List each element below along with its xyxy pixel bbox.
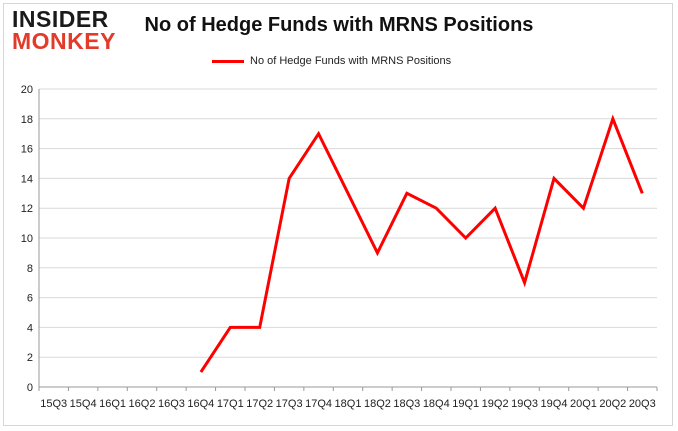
x-tick-label-17Q2: 17Q2 [246,398,273,410]
x-tick-label-20Q3: 20Q3 [629,398,656,410]
data-point-18Q4 [434,206,438,210]
y-tick-label-12: 12 [21,203,33,215]
y-tick-label-2: 2 [27,352,33,364]
chart-legend: No of Hedge Funds with MRNS Positions [212,53,451,69]
x-tick-label-17Q4: 17Q4 [305,398,332,410]
insider-monkey-logo: INSIDER MONKEY [12,8,124,54]
data-point-20Q2 [611,117,615,121]
legend-swatch [212,59,244,63]
x-tick-label-18Q1: 18Q1 [335,398,362,410]
data-point-19Q3 [523,281,527,285]
grid-layer [39,88,657,388]
data-point-19Q4 [552,176,556,180]
x-tick-label-16Q1: 16Q1 [99,398,126,410]
chart-title: No of Hedge Funds with MRNS Positions [144,14,534,36]
data-point-16Q4 [199,370,203,374]
data-point-20Q3 [640,191,644,195]
legend-label: No of Hedge Funds with MRNS Positions [250,55,452,67]
x-tick-label-15Q3: 15Q3 [40,398,67,410]
data-point-18Q2 [375,251,379,255]
y-tick-label-0: 0 [27,382,33,394]
data-point-19Q2 [493,206,497,210]
data-point-18Q3 [405,191,409,195]
data-point-17Q4 [317,132,321,136]
x-tick-label-17Q1: 17Q1 [217,398,244,410]
x-tick-label-16Q2: 16Q2 [129,398,156,410]
x-tick-label-18Q2: 18Q2 [364,398,391,410]
series-line-0 [199,114,644,373]
axis-layer [38,89,658,391]
y-tick-label-10: 10 [21,233,33,245]
series-layer [199,114,644,374]
x-tick-label-18Q4: 18Q4 [423,398,450,410]
x-tick-label-20Q2: 20Q2 [599,398,626,410]
x-tick-label-19Q2: 19Q2 [482,398,509,410]
data-point-17Q1 [228,325,232,329]
logo-line-1: INSIDER [12,6,109,32]
x-tick-label-16Q3: 16Q3 [158,398,185,410]
x-tick-label-19Q1: 19Q1 [452,398,479,410]
data-point-17Q3 [287,176,291,180]
y-tick-label-14: 14 [21,173,33,185]
x-tick-label-15Q4: 15Q4 [70,398,97,410]
logo-line-2: MONKEY [12,28,116,54]
data-point-19Q1 [464,236,468,240]
y-tick-label-20: 20 [21,84,33,96]
x-tick-label-19Q4: 19Q4 [541,398,568,410]
x-tick-label-19Q3: 19Q3 [511,398,538,410]
y-tick-label-8: 8 [27,263,33,275]
data-point-20Q1 [581,206,585,210]
chart-frame [3,3,673,426]
y-tick-label-16: 16 [21,144,33,156]
x-tick-label-20Q1: 20Q1 [570,398,597,410]
x-tick-label-18Q3: 18Q3 [393,398,420,410]
data-point-17Q2 [258,325,262,329]
tick-label-layer: 0 2 4 6 8 10 12 14 16 18 20 15Q3 15Q4 16Q1 16Q2 16Q3 16Q… [21,84,656,410]
y-tick-label-18: 18 [21,114,33,126]
data-point-18Q1 [346,191,350,195]
x-tick-label-17Q3: 17Q3 [276,398,303,410]
x-tick-label-16Q4: 16Q4 [187,398,214,410]
y-tick-label-6: 6 [27,293,33,305]
y-tick-label-4: 4 [27,322,33,334]
